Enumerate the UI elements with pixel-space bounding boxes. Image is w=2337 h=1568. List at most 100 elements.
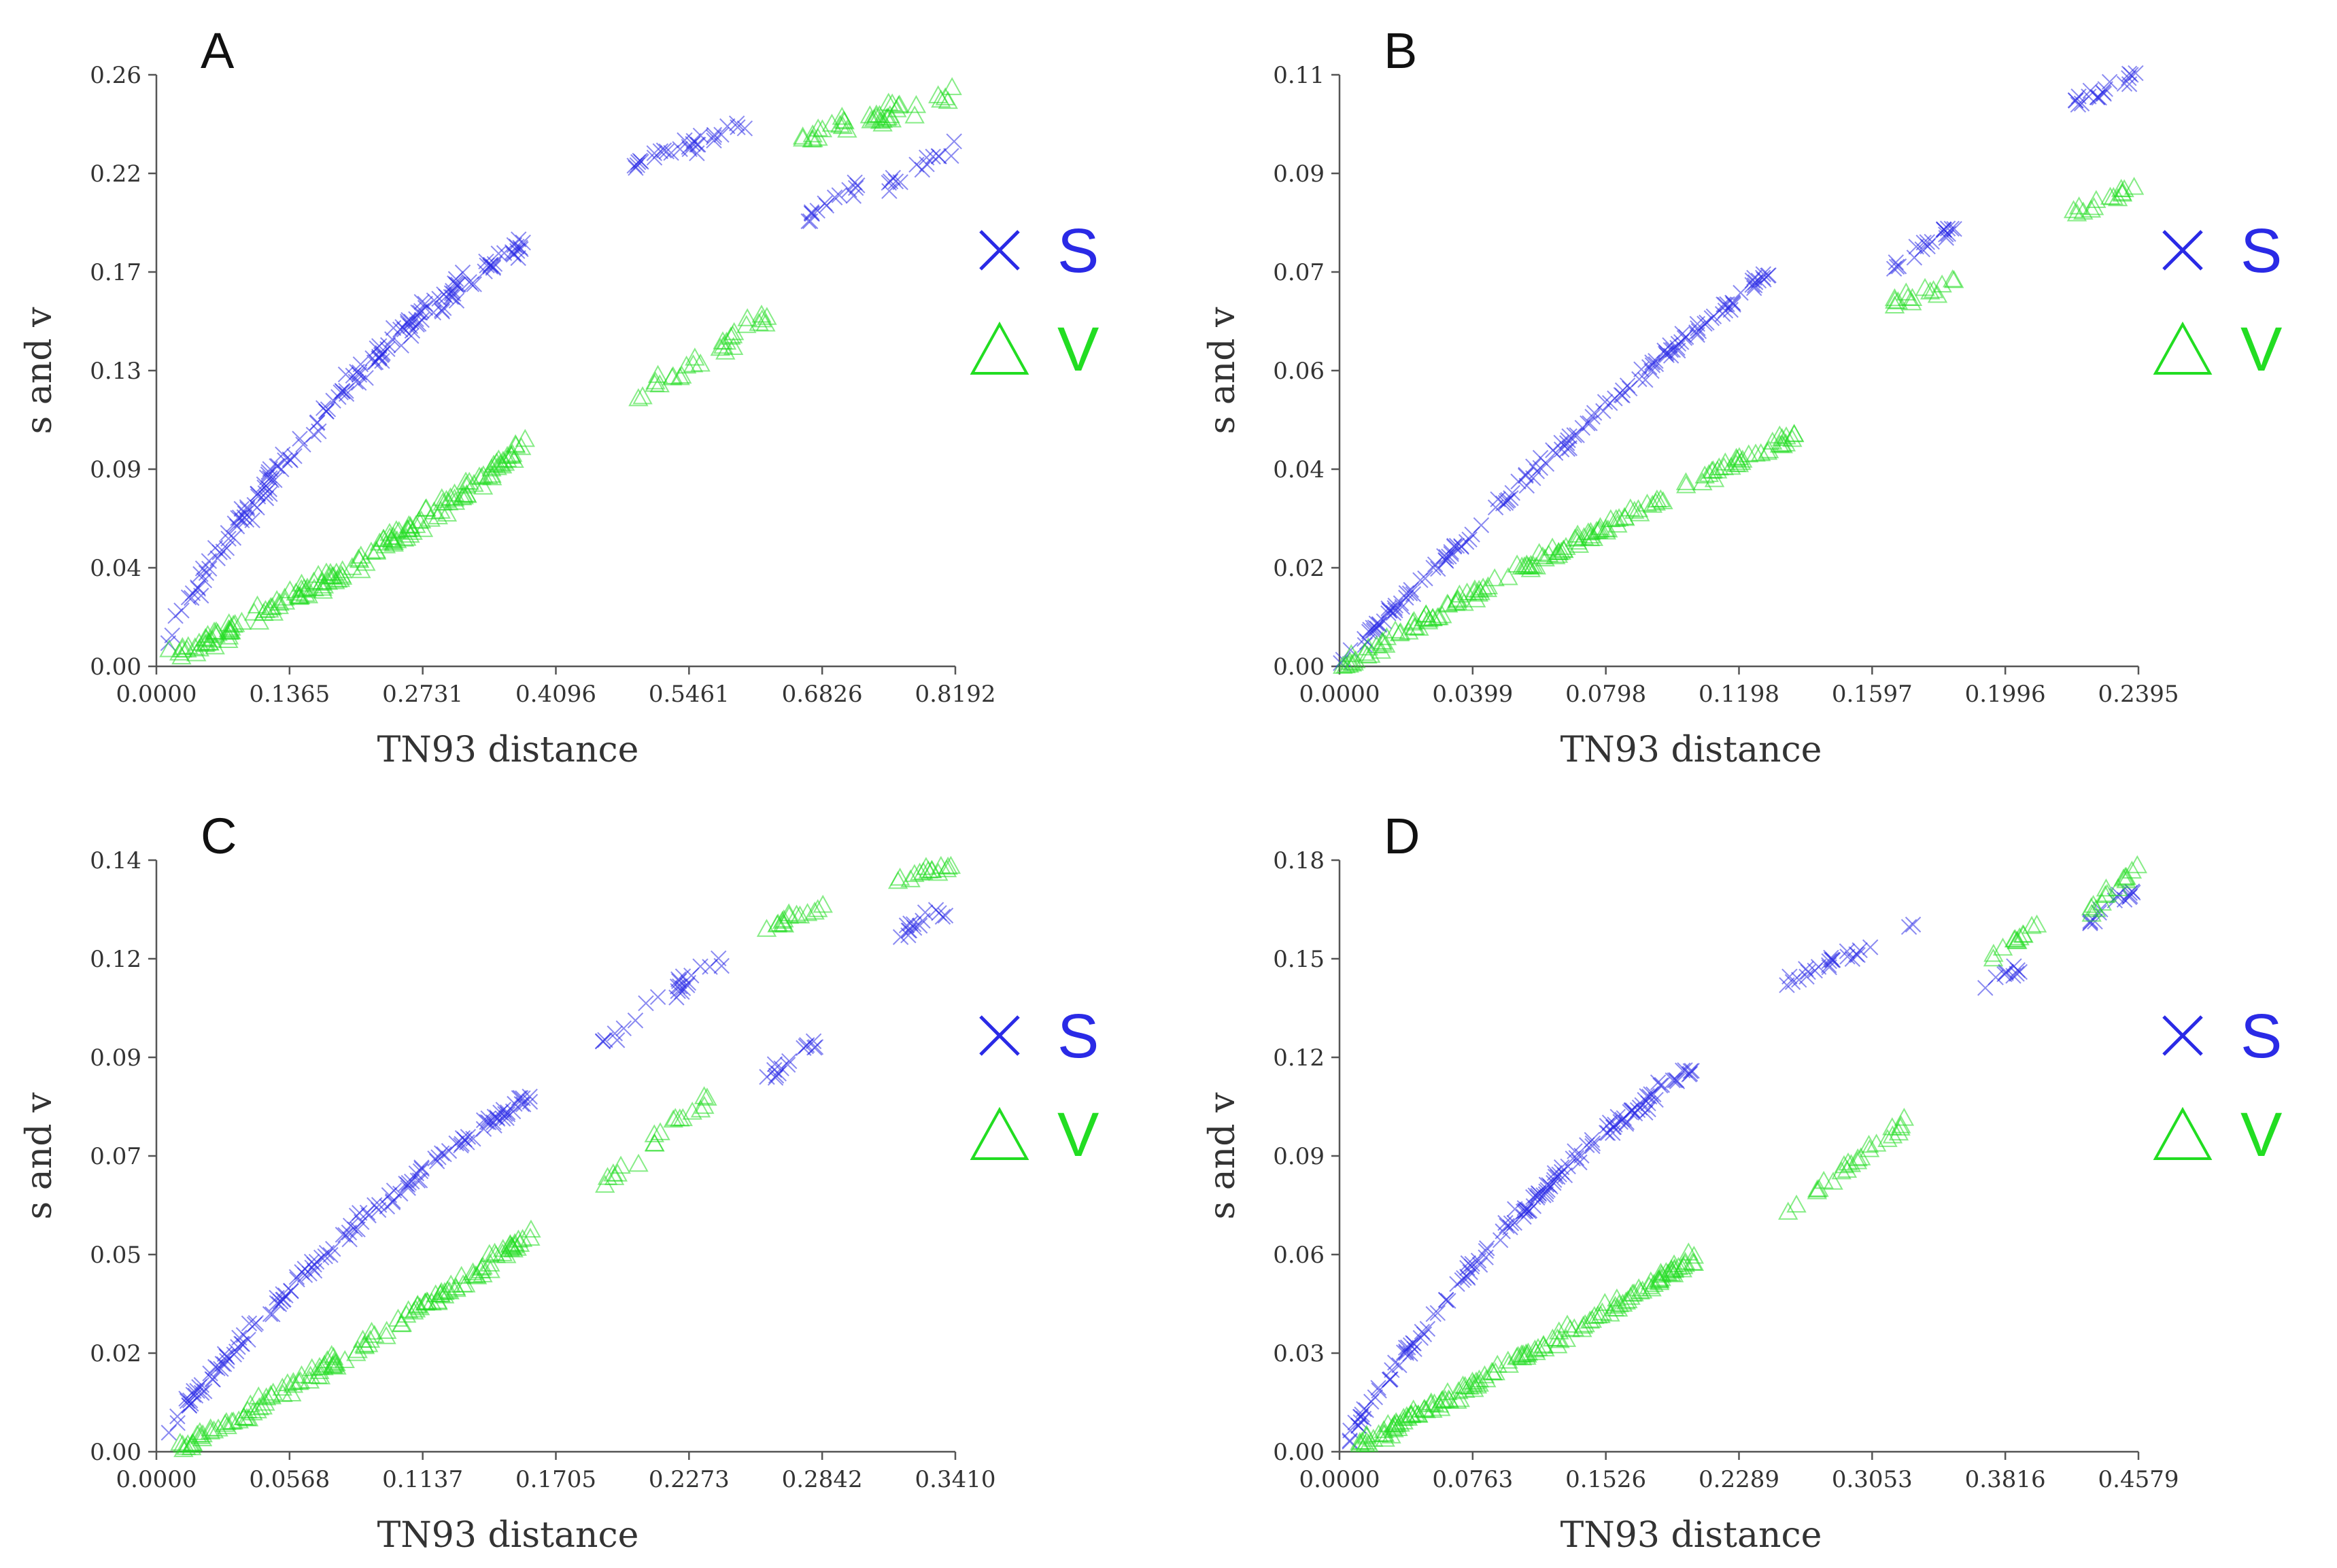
v-point [1466,1371,1486,1390]
s-point [900,922,917,939]
v-point [1339,654,1359,673]
v-point [2116,870,2136,889]
s-point [1438,1292,1454,1308]
v-point [456,471,476,490]
v-point [2063,200,2084,218]
s-point [318,403,335,420]
v-point [432,492,453,511]
v-point [1786,1194,1807,1213]
v-point [1533,546,1553,564]
s-point [1714,306,1731,322]
v-point [1573,1315,1594,1334]
v-point [1620,1286,1641,1305]
triangle-icon [970,321,1029,375]
v-point [1983,943,2004,962]
x-axis-title: TN93 distance [377,730,639,770]
s-point [1546,1165,1563,1181]
v-point [756,919,777,937]
s-point [338,386,355,403]
v-point [1342,653,1363,672]
s-point [226,1346,243,1363]
s-point [384,331,400,347]
s-point [759,1069,775,1085]
v-point [779,903,799,921]
s-point [367,354,384,371]
s-point [1547,445,1564,461]
s-point [672,978,688,995]
v-point [172,639,192,658]
s-point [205,1371,222,1388]
s-point [1690,320,1706,337]
v-point [1715,452,1736,471]
data-points [1333,65,2145,674]
s-point [594,1033,611,1049]
legend-label-v: V [2240,315,2282,384]
s-point [1890,258,1907,275]
v-point [1632,1280,1653,1299]
s-point [269,458,285,475]
x-tick-label: 0.1705 [515,1466,596,1493]
s-point [1464,1255,1480,1272]
v-point [2096,878,2117,897]
s-point [1362,621,1378,638]
s-point [413,311,430,328]
v-point [1847,1148,1868,1167]
v-point [2086,190,2106,208]
v-point [2112,182,2132,201]
s-point [267,472,283,488]
v-point [1427,607,1448,626]
s-point [187,1387,204,1404]
v-point [205,636,225,655]
s-point [1525,1198,1542,1214]
v-point [723,322,745,341]
v-point [383,533,404,552]
v-point [757,307,777,325]
v-point [2007,931,2027,949]
s-point [831,187,848,203]
v-point [521,1219,541,1238]
y-tick-label: 0.12 [90,946,141,973]
s-point [244,512,260,528]
x-axis-title: TN93 distance [1560,730,1822,770]
y-axis-title: s and v [1202,307,1243,434]
s-point [1417,570,1433,587]
s-point [478,253,494,270]
panel-c: C 0.0000 0.0568 0.1137 0.1705 0.2273 0.2842 0.3… [19,808,1099,1556]
v-point [663,1109,683,1128]
v-point [1376,627,1397,645]
legend-label-v: V [2240,1100,2282,1170]
v-point [1549,1321,1569,1340]
s-point [1546,1172,1563,1189]
legend-item-s: S [979,216,1099,286]
v-point [428,1291,448,1310]
s-point [911,917,928,934]
v-point [1884,288,1905,307]
v-point [938,856,958,875]
y-tick-label: 0.11 [1273,62,1325,89]
v-point [457,485,477,503]
s-point [505,1103,522,1120]
v-point [1594,1293,1615,1311]
s-point [1574,420,1591,436]
v-point [1858,1134,1879,1153]
s-point [197,1383,213,1399]
v-point [288,585,309,604]
v-point [1533,1335,1554,1353]
s-point [428,1153,445,1170]
v-point [1637,493,1658,512]
s-point [1622,1104,1638,1121]
s-point [1380,605,1397,621]
s-point [1839,943,1856,959]
s-point [342,1217,359,1234]
s-point [341,1231,358,1248]
s-point [1915,235,1932,251]
s-point [1601,395,1618,411]
v-point [1983,948,2004,967]
s-point [728,115,745,132]
v-point [200,1421,221,1439]
v-point [1416,604,1436,623]
s-point [2123,67,2139,83]
v-point [1772,428,1792,447]
v-point [366,541,387,560]
y-tick-label: 0.09 [90,1044,141,1072]
